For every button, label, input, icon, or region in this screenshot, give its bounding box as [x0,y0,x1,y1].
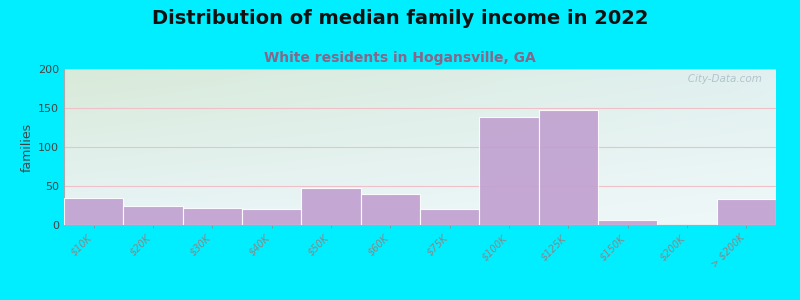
Bar [717,199,776,225]
Y-axis label: families: families [21,122,34,172]
Bar [420,209,479,225]
Bar [242,209,302,225]
Bar [302,188,361,225]
Bar [479,117,538,225]
Bar [538,110,598,225]
Bar [123,206,182,225]
Bar [598,220,658,225]
Bar [361,194,420,225]
Bar [64,198,123,225]
Text: White residents in Hogansville, GA: White residents in Hogansville, GA [264,51,536,65]
Text: Distribution of median family income in 2022: Distribution of median family income in … [152,9,648,28]
Bar [182,208,242,225]
Text: City-Data.com: City-Data.com [678,74,762,84]
